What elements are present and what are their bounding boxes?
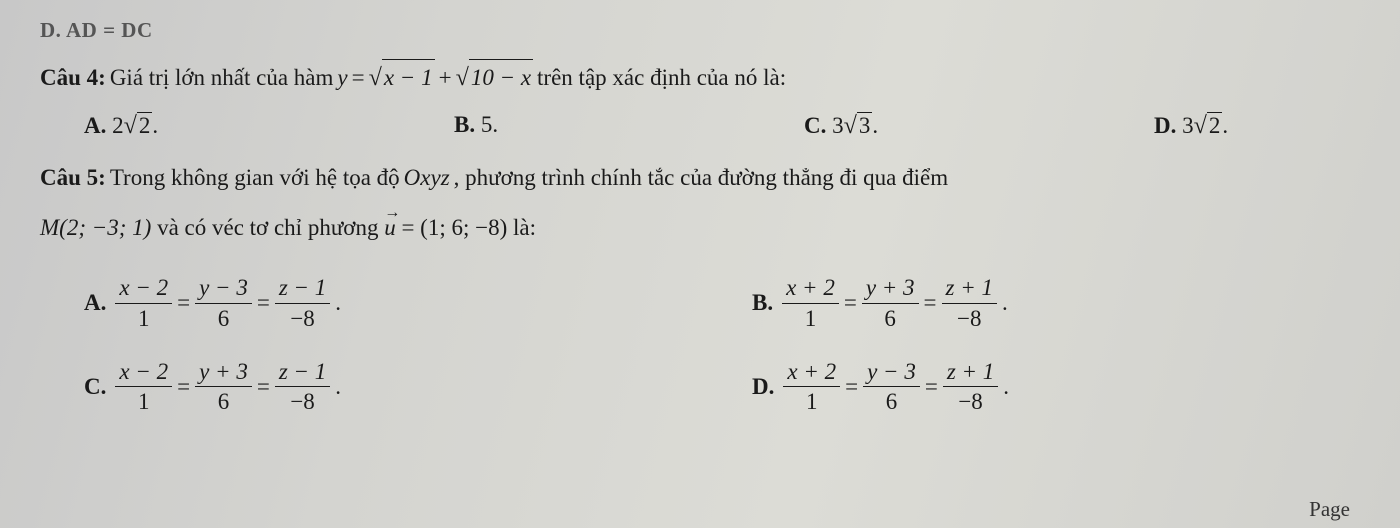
q4-option-c: C. 33. [804, 112, 1154, 140]
previous-question-fragment: D. AD = DC [40, 18, 1360, 43]
q4-text-before: Giá trị lớn nhất của hàm [110, 60, 334, 97]
sqrt-icon: 3 [844, 112, 873, 140]
question-5-continued: M(2; −3; 1) và có véc tơ chỉ phương u = … [40, 210, 1360, 247]
fraction: y + 36 [195, 359, 252, 415]
opt-label: B. [454, 112, 475, 137]
q5-oxyz: Oxyz [404, 160, 450, 197]
q5-option-c: C. x − 21 = y + 36 = z − 1−8 . [84, 359, 692, 415]
fraction: y − 36 [195, 275, 252, 331]
q5-label: Câu 5: [40, 160, 106, 197]
q5-text2a: và có véc tơ chỉ phương [157, 215, 384, 240]
q5-u-val: = (1; 6; −8) [401, 215, 507, 240]
period: . [1002, 290, 1008, 316]
q5-text1b: , phương trình chính tắc của đường thẳng… [454, 160, 948, 197]
fraction: x + 21 [782, 275, 839, 331]
q4-sqrt1: x − 1 [369, 59, 435, 98]
equals-sign: = [844, 290, 857, 316]
equals-sign: = [257, 374, 270, 400]
q4-y: y [337, 60, 347, 97]
fraction: z + 1−8 [942, 275, 997, 331]
q4-label: Câu 4: [40, 60, 106, 97]
fraction: y + 36 [862, 275, 919, 331]
q4-text-after: trên tập xác định của nó là: [537, 60, 786, 97]
opt-prefix: 3 [1182, 113, 1194, 138]
fraction: y − 36 [863, 359, 920, 415]
q5-option-d: D. x + 21 = y − 36 = z + 1−8 . [752, 359, 1360, 415]
opt-label: D. [752, 374, 774, 400]
sqrt-icon: 2 [124, 112, 153, 140]
fraction: z + 1−8 [943, 359, 998, 415]
q4-options: A. 22. B. 5. C. 33. D. 32. [40, 112, 1360, 140]
equals-sign: = [257, 290, 270, 316]
q4-sqrt2: 10 − x [456, 59, 533, 98]
q4-option-a: A. 22. [84, 112, 454, 140]
fraction: z − 1−8 [275, 359, 330, 415]
opt-suffix: . [1222, 113, 1228, 138]
period: . [1003, 374, 1009, 400]
fraction: x − 21 [115, 275, 172, 331]
q5-option-b: B. x + 21 = y + 36 = z + 1−8 . [752, 275, 1360, 331]
q4-plus: + [439, 60, 452, 97]
opt-label: A. [84, 290, 106, 316]
q5-m-point: M(2; −3; 1) [40, 215, 151, 240]
q4-option-d: D. 32. [1154, 112, 1360, 140]
q4-equals: = [352, 60, 365, 97]
opt-label: C. [804, 113, 826, 138]
period: . [335, 290, 341, 316]
opt-label: D. [1154, 113, 1176, 138]
question-5: Câu 5: Trong không gian với hệ tọa độ Ox… [40, 160, 1360, 197]
question-4: Câu 4: Giá trị lớn nhất của hàm y = x − … [40, 59, 1360, 98]
opt-prefix: 3 [832, 113, 844, 138]
equals-sign: = [845, 374, 858, 400]
equals-sign: = [177, 374, 190, 400]
q5-text2b: là: [513, 215, 536, 240]
equals-sign: = [924, 290, 937, 316]
opt-suffix: . [152, 113, 158, 138]
opt-value: 5. [481, 112, 498, 137]
equals-sign: = [925, 374, 938, 400]
q5-option-a: A. x − 21 = y − 36 = z − 1−8 . [84, 275, 692, 331]
opt-suffix: . [872, 113, 878, 138]
q4-option-b: B. 5. [454, 112, 804, 140]
q5-options: A. x − 21 = y − 36 = z − 1−8 . B. x + 21… [40, 275, 1360, 414]
fraction: z − 1−8 [275, 275, 330, 331]
q5-u-vector: u [384, 210, 396, 247]
equals-sign: = [177, 290, 190, 316]
opt-prefix: 2 [112, 113, 124, 138]
opt-label: B. [752, 290, 773, 316]
fraction: x − 21 [115, 359, 172, 415]
opt-label: C. [84, 374, 106, 400]
q5-text1: Trong không gian với hệ tọa độ [110, 160, 400, 197]
fraction: x + 21 [783, 359, 840, 415]
sqrt-icon: 2 [1194, 112, 1223, 140]
page-label: Page [1309, 497, 1350, 522]
period: . [335, 374, 341, 400]
opt-label: A. [84, 113, 106, 138]
